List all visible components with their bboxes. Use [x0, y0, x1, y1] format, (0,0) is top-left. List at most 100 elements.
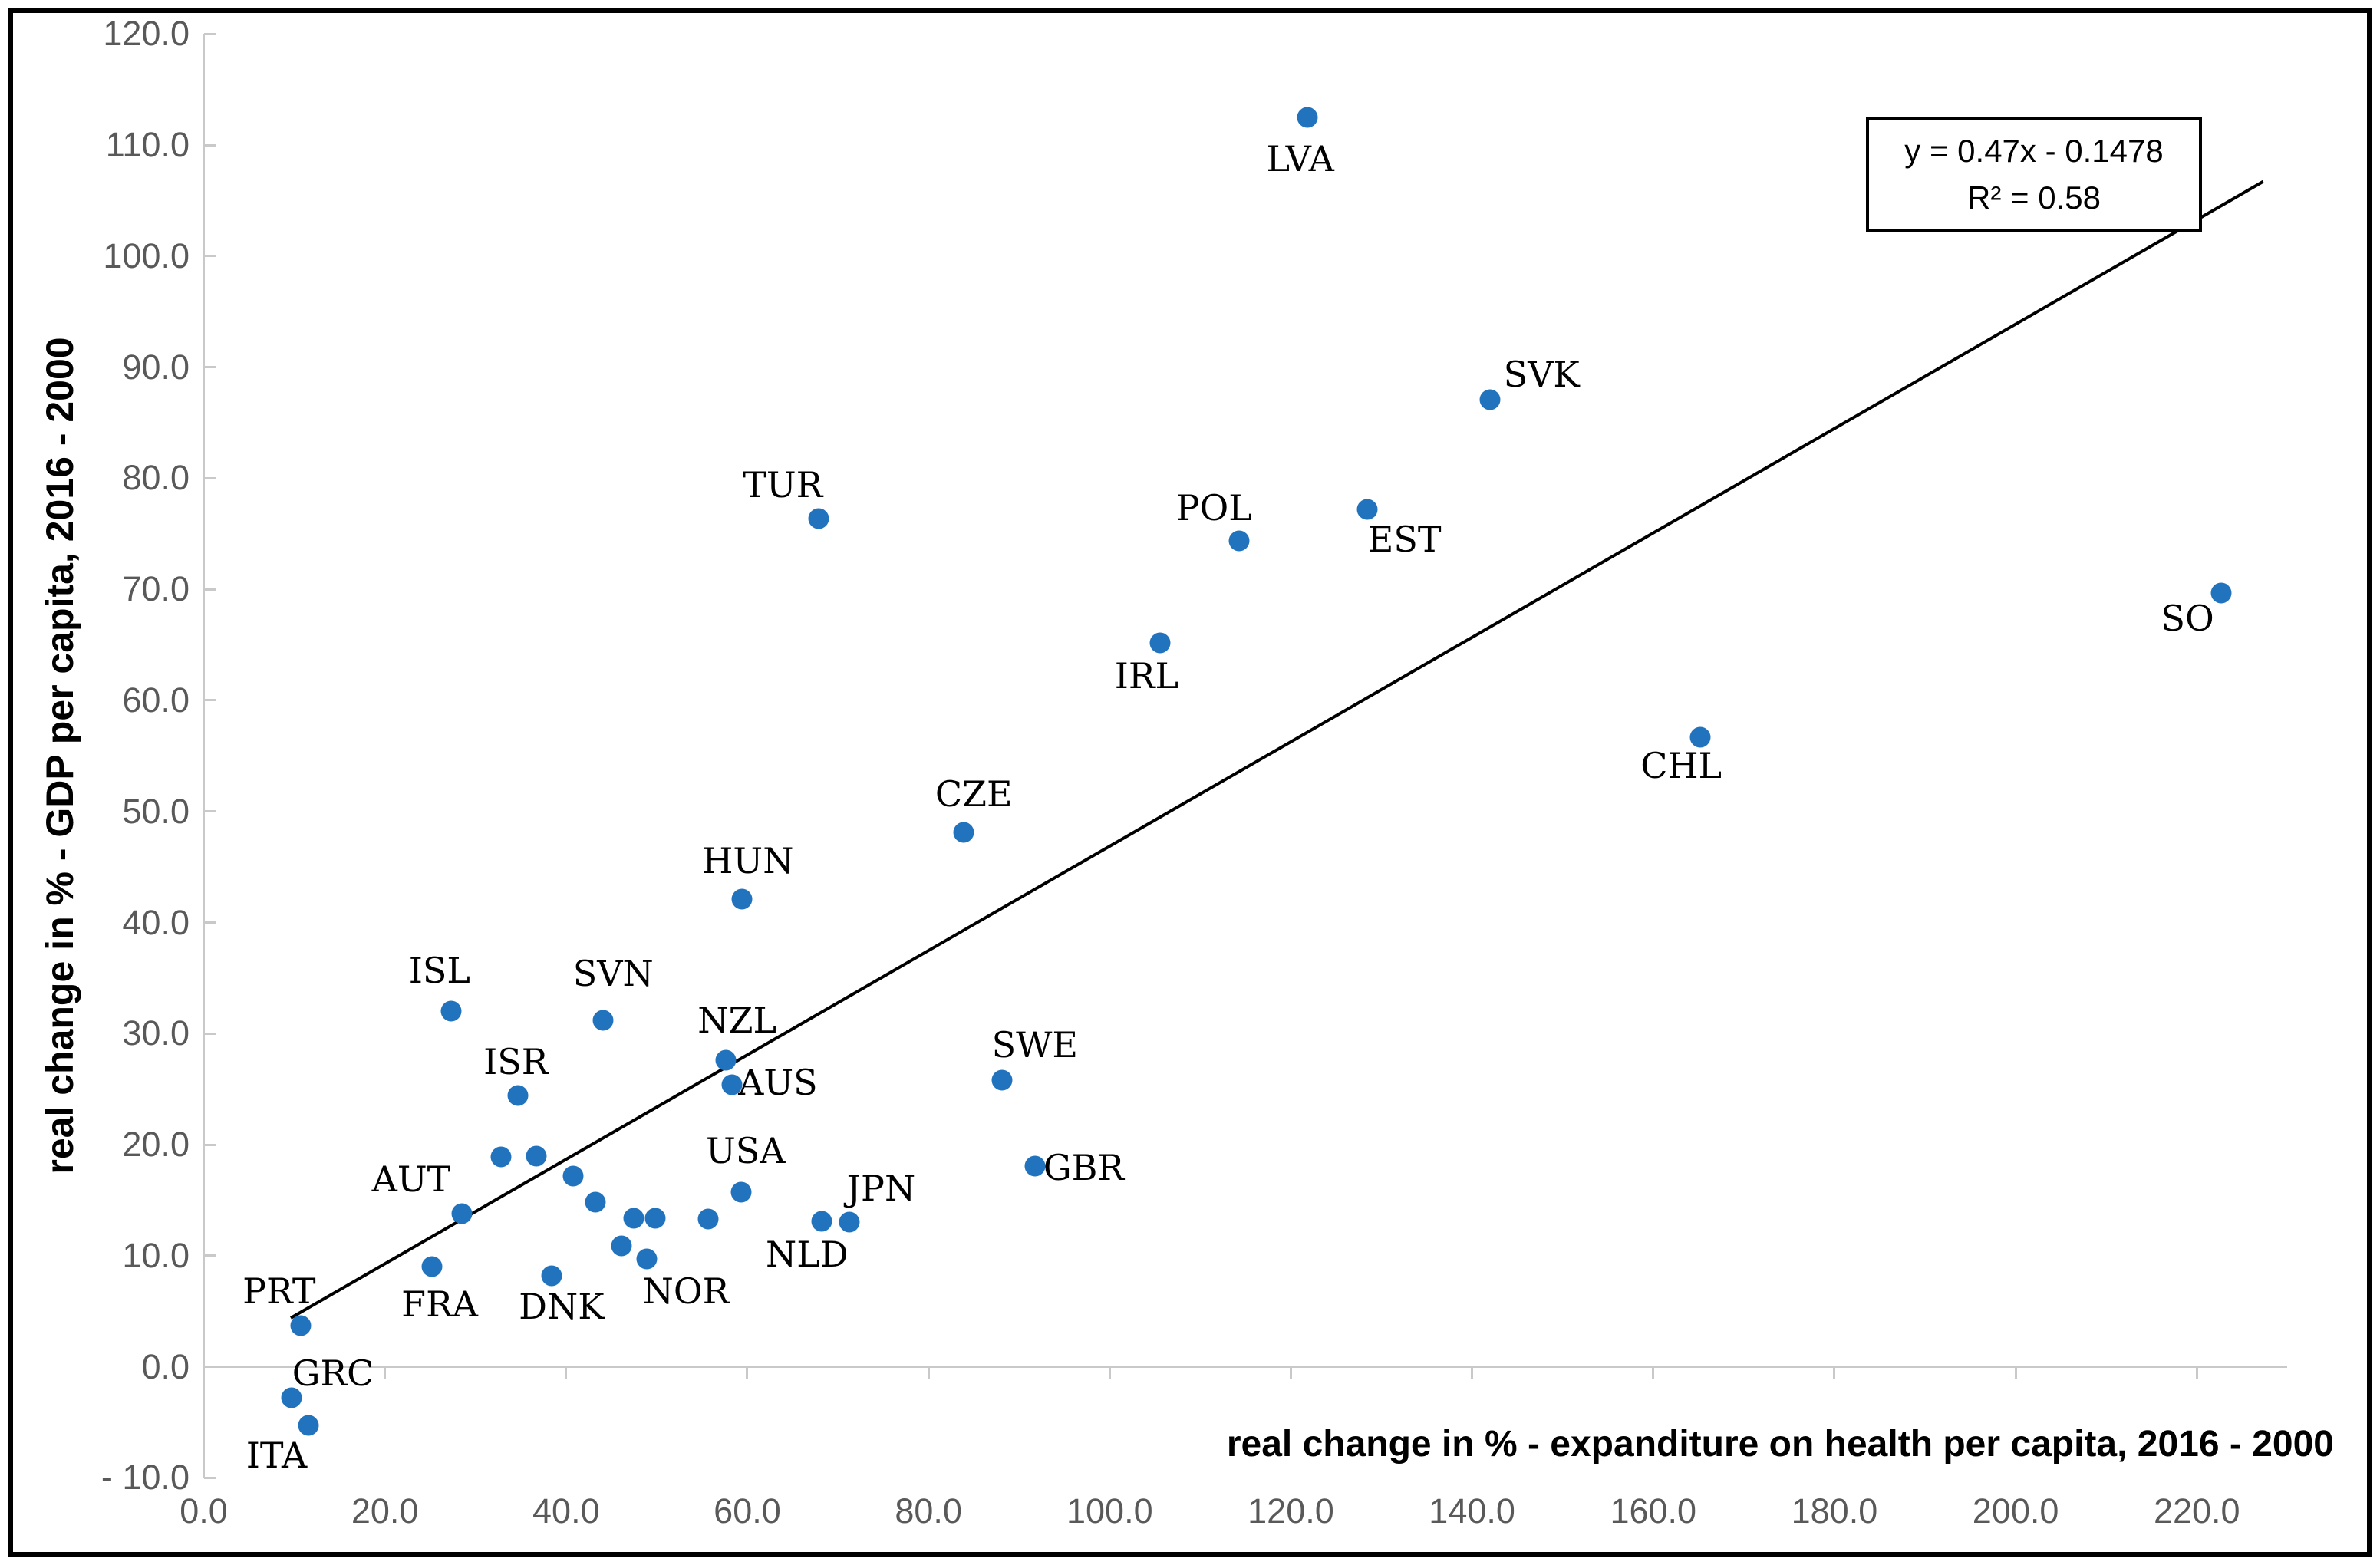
data-point — [1689, 726, 1711, 748]
y-tick-label: 70.0 — [122, 569, 190, 609]
x-tick-label: 20.0 — [351, 1491, 419, 1530]
chart-outer-border — [8, 8, 2372, 1557]
data-point-label: GRC — [292, 1352, 374, 1395]
data-point-label: ISR — [483, 1041, 549, 1083]
data-point-label: SWE — [991, 1024, 1078, 1066]
data-point-label: POL — [1175, 486, 1252, 529]
x-tick-mark — [2195, 1366, 2198, 1379]
data-point-label: EST — [1367, 518, 1442, 560]
y-tick-mark — [203, 1254, 216, 1257]
y-tick-mark — [203, 32, 216, 35]
y-tick-mark — [203, 143, 216, 147]
x-tick-mark — [1471, 1366, 1474, 1379]
x-tick-label: 200.0 — [1972, 1491, 2059, 1530]
y-tick-mark — [203, 1143, 216, 1146]
x-tick-label: 160.0 — [1610, 1491, 1697, 1530]
y-tick-label: 60.0 — [122, 680, 190, 720]
data-point — [490, 1146, 512, 1168]
data-point-label: SVK — [1503, 353, 1580, 395]
x-tick-label: 180.0 — [1791, 1491, 1878, 1530]
y-tick-label: - 10.0 — [101, 1458, 190, 1497]
x-axis-title: real change in % - expanditure on health… — [1226, 1424, 2334, 1465]
data-point — [730, 1181, 752, 1203]
data-point — [1149, 632, 1171, 654]
x-tick-label: 40.0 — [532, 1491, 600, 1530]
data-point — [1479, 389, 1501, 410]
data-point-label: PRT — [242, 1270, 316, 1313]
x-tick-mark — [927, 1366, 930, 1379]
x-tick-mark — [1289, 1366, 1292, 1379]
y-tick-mark — [203, 255, 216, 258]
data-point-label: CHL — [1640, 744, 1722, 786]
x-tick-mark — [1108, 1366, 1111, 1379]
trendline-equation: y = 0.47x - 0.1478 — [1904, 133, 2164, 169]
x-tick-label: 0.0 — [180, 1491, 228, 1530]
data-point-label: ISL — [408, 950, 470, 992]
x-tick-mark — [384, 1366, 387, 1379]
y-tick-mark — [203, 1366, 216, 1369]
x-tick-mark — [1833, 1366, 1836, 1379]
data-point-label: IRL — [1114, 654, 1179, 697]
data-point-label: AUS — [738, 1061, 818, 1103]
y-tick-label: 80.0 — [122, 458, 190, 498]
y-tick-label: 110.0 — [105, 125, 190, 165]
data-point — [1356, 499, 1378, 520]
data-point — [839, 1211, 860, 1233]
data-point — [715, 1049, 737, 1071]
data-point — [526, 1145, 547, 1167]
data-point — [592, 1010, 614, 1031]
y-tick-mark — [203, 588, 216, 591]
y-tick-mark — [203, 1476, 216, 1479]
data-point-label: SVN — [572, 952, 654, 994]
data-point-label: GBR — [1043, 1146, 1125, 1188]
y-tick-label: 50.0 — [122, 791, 190, 831]
data-point — [721, 1074, 743, 1096]
data-point — [808, 508, 829, 529]
trendline-r2: R² = 0.58 — [1967, 179, 2101, 216]
y-tick-label: 100.0 — [103, 236, 190, 275]
x-tick-label: 120.0 — [1248, 1491, 1334, 1530]
data-point-label: SO — [2161, 597, 2214, 639]
data-point-label: NZL — [697, 1000, 777, 1042]
y-tick-mark — [203, 476, 216, 479]
data-point — [541, 1265, 562, 1287]
x-tick-mark — [565, 1366, 568, 1379]
x-tick-mark — [746, 1366, 749, 1379]
x-tick-label: 140.0 — [1429, 1491, 1515, 1530]
data-point-label: LVA — [1266, 137, 1334, 180]
data-point-label: JPN — [846, 1168, 916, 1210]
x-axis-line — [203, 1366, 2288, 1369]
y-tick-mark — [203, 1032, 216, 1035]
y-axis-line — [203, 34, 205, 1478]
data-point — [1024, 1155, 1046, 1177]
data-point — [953, 822, 974, 843]
y-tick-label: 0.0 — [141, 1346, 190, 1386]
data-point — [421, 1256, 443, 1277]
data-point-label: AUT — [371, 1158, 451, 1200]
y-tick-label: 30.0 — [122, 1013, 190, 1053]
data-point — [451, 1203, 473, 1224]
y-tick-label: 40.0 — [122, 902, 190, 942]
data-point-label: ITA — [246, 1435, 308, 1477]
data-point — [636, 1248, 658, 1270]
data-point — [991, 1069, 1013, 1091]
data-point — [2210, 582, 2232, 604]
data-point — [440, 1000, 462, 1022]
x-tick-mark — [1652, 1366, 1655, 1379]
y-tick-mark — [203, 366, 216, 369]
data-point-label: TUR — [743, 463, 823, 506]
data-point-label: NOR — [642, 1270, 730, 1313]
y-tick-label: 90.0 — [122, 347, 190, 387]
x-tick-label: 220.0 — [2153, 1491, 2240, 1530]
data-point — [697, 1208, 719, 1230]
data-point — [290, 1315, 312, 1336]
data-point-label: USA — [705, 1130, 786, 1172]
data-point — [585, 1191, 606, 1213]
data-point — [811, 1211, 832, 1232]
data-point-label: DNK — [519, 1285, 605, 1327]
data-point — [623, 1208, 644, 1229]
y-tick-label: 20.0 — [122, 1125, 190, 1165]
y-tick-mark — [203, 921, 216, 924]
x-tick-mark — [2014, 1366, 2017, 1379]
y-tick-mark — [203, 810, 216, 813]
